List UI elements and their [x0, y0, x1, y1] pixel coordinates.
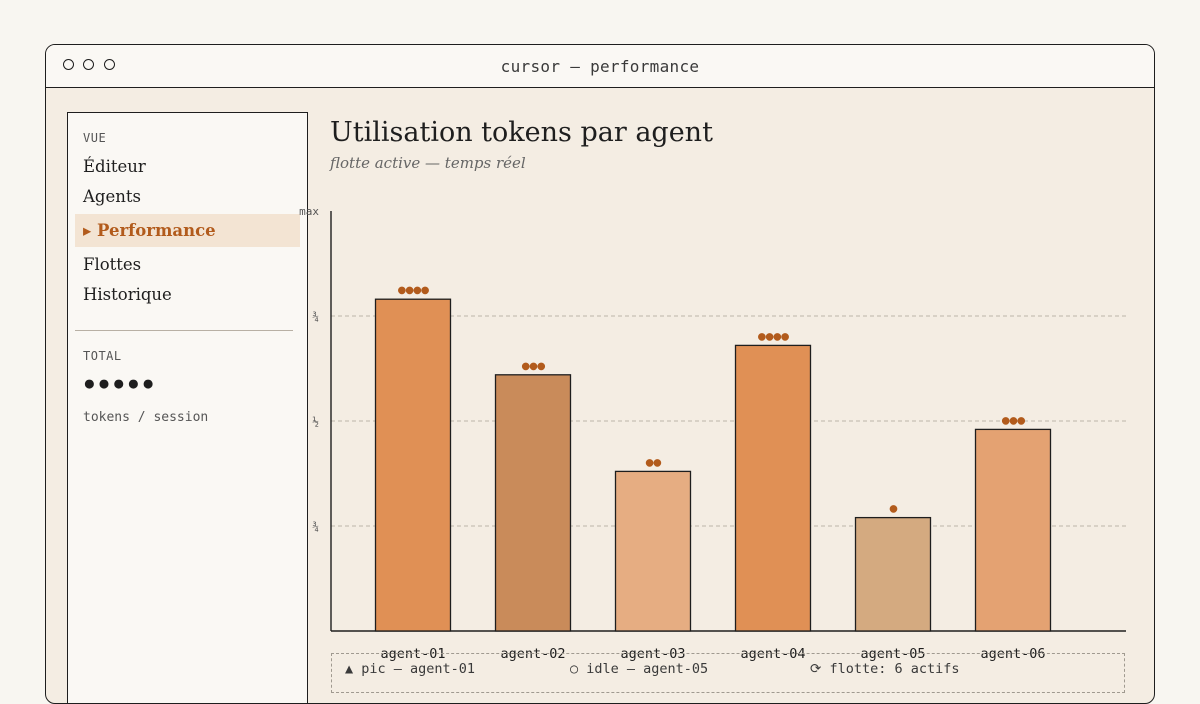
x-tick-label: agent-03 — [620, 646, 685, 662]
sidebar-divider — [75, 330, 293, 331]
bar-dot-label: ●●● — [1001, 415, 1025, 426]
y-tick-label: max — [299, 205, 319, 218]
bar — [374, 298, 452, 632]
sidebar-item-editeur[interactable]: Éditeur — [83, 157, 146, 176]
bar — [494, 374, 572, 632]
x-tick-label: agent-02 — [500, 646, 565, 662]
y-tick-label: ¾ — [312, 520, 319, 533]
sidebar-item-flottes[interactable]: Flottes — [83, 255, 142, 274]
x-tick-label: agent-01 — [380, 646, 445, 662]
sidebar-item-historique[interactable]: Historique — [83, 285, 172, 304]
bar-dot-label: ●●●● — [398, 285, 430, 296]
bar — [854, 516, 932, 632]
page-subtitle: flotte active — temps réel — [330, 154, 526, 172]
maximize-window-button[interactable] — [104, 59, 115, 70]
title-bar: cursor — performance — [46, 45, 1154, 88]
x-tick-label: agent-06 — [980, 646, 1045, 662]
sidebar: VUE Éditeur Agents ▸ Performance Flottes… — [67, 112, 308, 703]
page-title: Utilisation tokens par agent — [330, 117, 713, 148]
x-tick-label: agent-04 — [740, 646, 805, 662]
token-usage-chart: ¾½¾max●●●●agent-01●●●agent-02●●agent-03●… — [299, 205, 1126, 662]
minimize-window-button[interactable] — [83, 59, 94, 70]
bar-dot-label: ●●● — [521, 361, 545, 372]
sidebar-item-agents[interactable]: Agents — [83, 187, 141, 206]
bar-dot-label: ● — [889, 504, 898, 515]
x-tick-label: agent-05 — [860, 646, 925, 662]
bar — [614, 470, 692, 632]
sidebar-section-total: TOTAL — [83, 349, 122, 363]
app-window: cursor — performance VUE Éditeur Agents … — [45, 44, 1155, 704]
bar-dot-label: ●●●● — [758, 331, 790, 342]
close-window-button[interactable] — [63, 59, 74, 70]
y-tick-label: ¾ — [312, 310, 319, 323]
window-title: cursor — performance — [500, 57, 700, 76]
y-tick-label: ½ — [312, 415, 319, 428]
chart-footer: ▲ pic — agent-01 ○ idle — agent-05 ⟳ flo… — [331, 653, 1125, 693]
bar — [974, 428, 1052, 632]
footer-idle: ○ idle — agent-05 — [570, 661, 709, 677]
sidebar-item-performance[interactable]: ▸ Performance — [75, 214, 300, 247]
total-dots-indicator: ●●●●● — [83, 372, 157, 395]
bar — [734, 344, 812, 632]
footer-peak: ▲ pic — agent-01 — [345, 661, 476, 677]
footer-fleet: ⟳ flotte: 6 actifs — [810, 661, 960, 677]
sidebar-section-view: VUE — [83, 131, 107, 145]
total-caption: tokens / session — [83, 410, 209, 425]
bar-dot-label: ●● — [645, 457, 662, 468]
sidebar-item-performance-label: ▸ Performance — [83, 221, 216, 240]
